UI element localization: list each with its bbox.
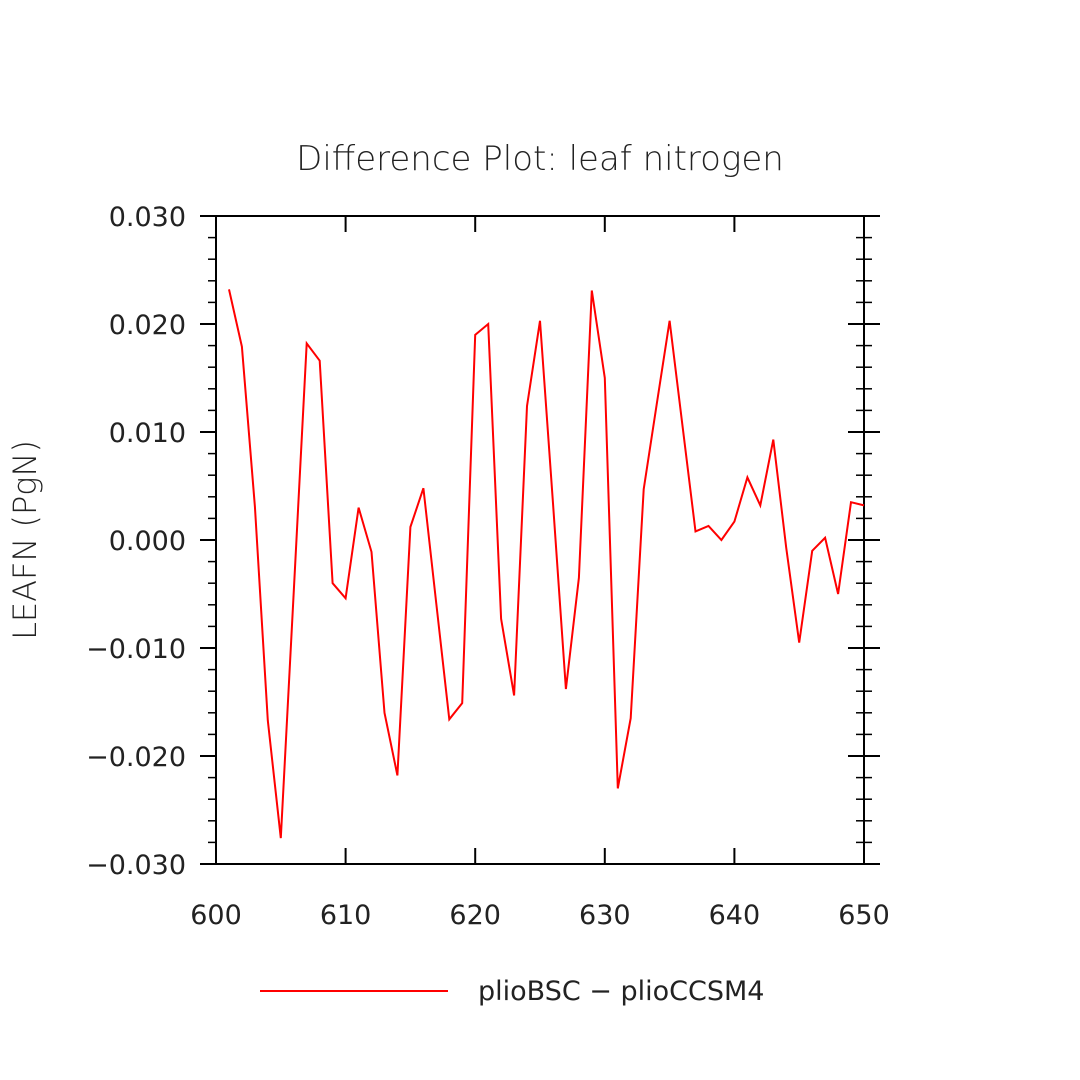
y-tick-label: −0.020: [86, 742, 186, 773]
x-tick-label: 630: [579, 900, 631, 931]
x-tick-label: 640: [709, 900, 761, 931]
chart-title: Difference Plot: leaf nitrogen: [296, 139, 784, 179]
plot-frame: [215, 215, 865, 865]
y-tick-label: −0.010: [86, 634, 186, 665]
y-axis-label: LEAFN (PgN): [6, 440, 44, 640]
y-axis: −0.030 −0.020 −0.010 0.000 0.010 0.020 0.030: [86, 202, 880, 881]
x-tick-label: 600: [190, 900, 242, 931]
x-tick-label: 610: [320, 900, 372, 931]
y-tick-label: 0.030: [109, 202, 186, 233]
legend-label: plioBSC − plioCCSM4: [478, 976, 764, 1007]
y-tick-label: 0.020: [109, 310, 186, 341]
series-layer: [228, 289, 865, 839]
x-axis: 600 610 620 630 640 650: [190, 216, 890, 931]
x-tick-label: 620: [449, 900, 501, 931]
y-tick-label: 0.010: [109, 418, 186, 449]
series-line: [228, 289, 865, 839]
x-tick-label: 650: [838, 900, 890, 931]
legend: plioBSC − plioCCSM4: [260, 976, 764, 1007]
y-tick-label: 0.000: [109, 526, 186, 557]
y-tick-label: −0.030: [86, 850, 186, 881]
